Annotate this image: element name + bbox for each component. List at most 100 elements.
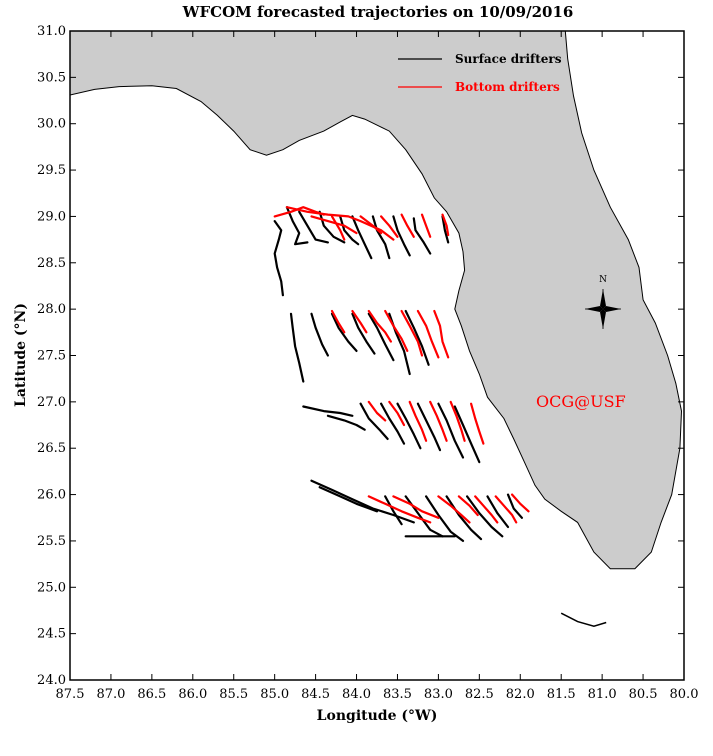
surface-drifter-track-33 — [506, 493, 524, 519]
surface-drifter-track-18 — [326, 414, 366, 431]
bottom-drifter-track-26 — [474, 495, 499, 524]
x-tick-label: 84.5 — [301, 687, 330, 702]
bottom-drifter-track-5 — [380, 215, 399, 238]
surface-drifter-track-27 — [384, 495, 403, 526]
legend-surface-label: Surface drifters — [455, 52, 562, 66]
y-tick-label: 27.5 — [37, 349, 66, 364]
bottom-drifter-track-15 — [433, 309, 450, 359]
legend-bottom-label: Bottom drifters — [455, 80, 560, 94]
bottom-drifter-track-18 — [408, 400, 428, 442]
surface-drifter-track-23 — [437, 402, 465, 459]
surface-drifter-track-4 — [339, 215, 360, 246]
x-tick-label: 84.0 — [342, 687, 371, 702]
surface-drifter-track-19 — [359, 402, 389, 440]
x-axis-ticks: 87.5 87.0 86.5 86.0 85.5 85.0 84.5 84.0 83.5 83.0… — [56, 31, 699, 702]
bottom-drifter-tracks — [273, 206, 530, 524]
bottom-drifter-track-8 — [441, 213, 450, 237]
bottom-drifter-track-6 — [400, 213, 415, 238]
bottom-drifter-track-13 — [400, 309, 424, 357]
surface-drifter-track-7 — [392, 215, 411, 257]
bottom-drifter-track-22 — [367, 495, 432, 524]
surface-drifter-tracks — [273, 206, 524, 543]
y-tick-label: 28.5 — [37, 256, 66, 271]
x-tick-label: 83.5 — [383, 687, 412, 702]
x-tick-label: 86.0 — [178, 687, 207, 702]
bottom-drifter-track-4 — [359, 215, 383, 235]
bottom-drifter-track-20 — [449, 400, 466, 442]
surface-drifter-track-11 — [310, 312, 329, 357]
bottom-drifter-track-27 — [494, 495, 518, 524]
surface-drifter-track-29 — [425, 495, 465, 543]
y-tick-label: 31.0 — [37, 24, 66, 39]
surface-drifter-track-10 — [289, 312, 305, 383]
y-tick-label: 29.5 — [37, 163, 66, 178]
x-tick-label: 82.5 — [465, 687, 494, 702]
bottom-drifter-track-21 — [470, 402, 485, 445]
bottom-drifter-track-12 — [384, 309, 409, 352]
bottom-drifter-track-28 — [510, 493, 530, 513]
map-title: WFCOM forecasted trajectories on 10/09/2… — [182, 3, 574, 21]
y-tick-label: 26.5 — [37, 441, 66, 456]
compass-north-label: N — [599, 275, 607, 285]
bottom-drifter-track-19 — [429, 400, 448, 442]
y-tick-label: 27.0 — [37, 395, 66, 410]
surface-drifter-track-30 — [445, 495, 483, 541]
bottom-drifter-track-9 — [330, 309, 346, 334]
x-axis-label: Longitude (°W) — [317, 708, 438, 724]
bottom-drifter-track-14 — [416, 309, 440, 359]
surface-drifter-track-6 — [371, 215, 391, 260]
surface-drifter-track-14 — [367, 312, 395, 362]
y-tick-label: 30.0 — [37, 117, 66, 132]
y-tick-label: 25.0 — [37, 580, 66, 595]
surface-drifter-track-22 — [416, 402, 442, 452]
x-tick-label: 87.0 — [96, 687, 125, 702]
surface-drifter-track-20 — [380, 402, 406, 445]
compass-rose-icon — [585, 289, 621, 329]
x-tick-label: 81.0 — [588, 687, 617, 702]
x-tick-label: 83.0 — [424, 687, 453, 702]
x-tick-label: 82.0 — [506, 687, 535, 702]
surface-drifter-track-9 — [441, 215, 450, 244]
bottom-drifter-track-23 — [392, 495, 440, 519]
ocg-usf-watermark: OCG@USF — [536, 392, 626, 411]
bottom-drifter-track-7 — [420, 213, 432, 238]
legend: Surface drifters Bottom drifters — [398, 52, 562, 94]
florida-land — [70, 31, 683, 570]
x-tick-label: 81.5 — [547, 687, 576, 702]
y-tick-label: 29.0 — [37, 209, 66, 224]
surface-drifter-track-12 — [330, 312, 358, 352]
surface-drifter-track-32 — [486, 495, 510, 529]
bottom-drifter-track-11 — [367, 309, 392, 343]
x-tick-label: 85.0 — [260, 687, 289, 702]
y-tick-label: 24.5 — [37, 627, 66, 642]
bottom-drifter-track-1 — [285, 206, 395, 241]
bottom-drifter-track-17 — [388, 400, 406, 427]
y-tick-label: 25.5 — [37, 534, 66, 549]
bottom-drifter-track-16 — [367, 400, 387, 422]
surface-drifter-track-21 — [396, 402, 422, 450]
x-tick-label: 80.5 — [629, 687, 658, 702]
y-tick-label: 30.5 — [37, 70, 66, 85]
x-tick-label: 80.0 — [670, 687, 699, 702]
bottom-drifter-track-10 — [351, 309, 368, 334]
surface-drifter-track-24 — [453, 405, 481, 464]
surface-drifter-track-8 — [412, 217, 432, 255]
surface-drifter-track-0 — [273, 220, 284, 297]
surface-drifter-track-26 — [318, 486, 379, 513]
x-tick-label: 87.5 — [56, 687, 85, 702]
bottom-drifter-track-3 — [330, 215, 346, 241]
y-axis-label: Latitude (°N) — [13, 303, 29, 407]
surface-drifter-track-31 — [466, 495, 504, 538]
bottom-drifter-track-25 — [457, 495, 479, 517]
y-axis-ticks: 24.0 24.5 25.0 25.5 26.0 26.5 27.0 27.5 28.0 28.5… — [37, 24, 684, 688]
bottom-drifter-track-24 — [437, 495, 471, 524]
x-tick-label: 86.5 — [137, 687, 166, 702]
y-tick-label: 24.0 — [37, 673, 66, 688]
plot-area — [69, 30, 685, 681]
y-tick-label: 26.0 — [37, 488, 66, 503]
y-tick-label: 28.0 — [37, 302, 66, 317]
surface-drifter-track-13 — [351, 312, 376, 355]
x-tick-label: 85.5 — [219, 687, 248, 702]
surface-drifter-track-16 — [404, 309, 430, 366]
